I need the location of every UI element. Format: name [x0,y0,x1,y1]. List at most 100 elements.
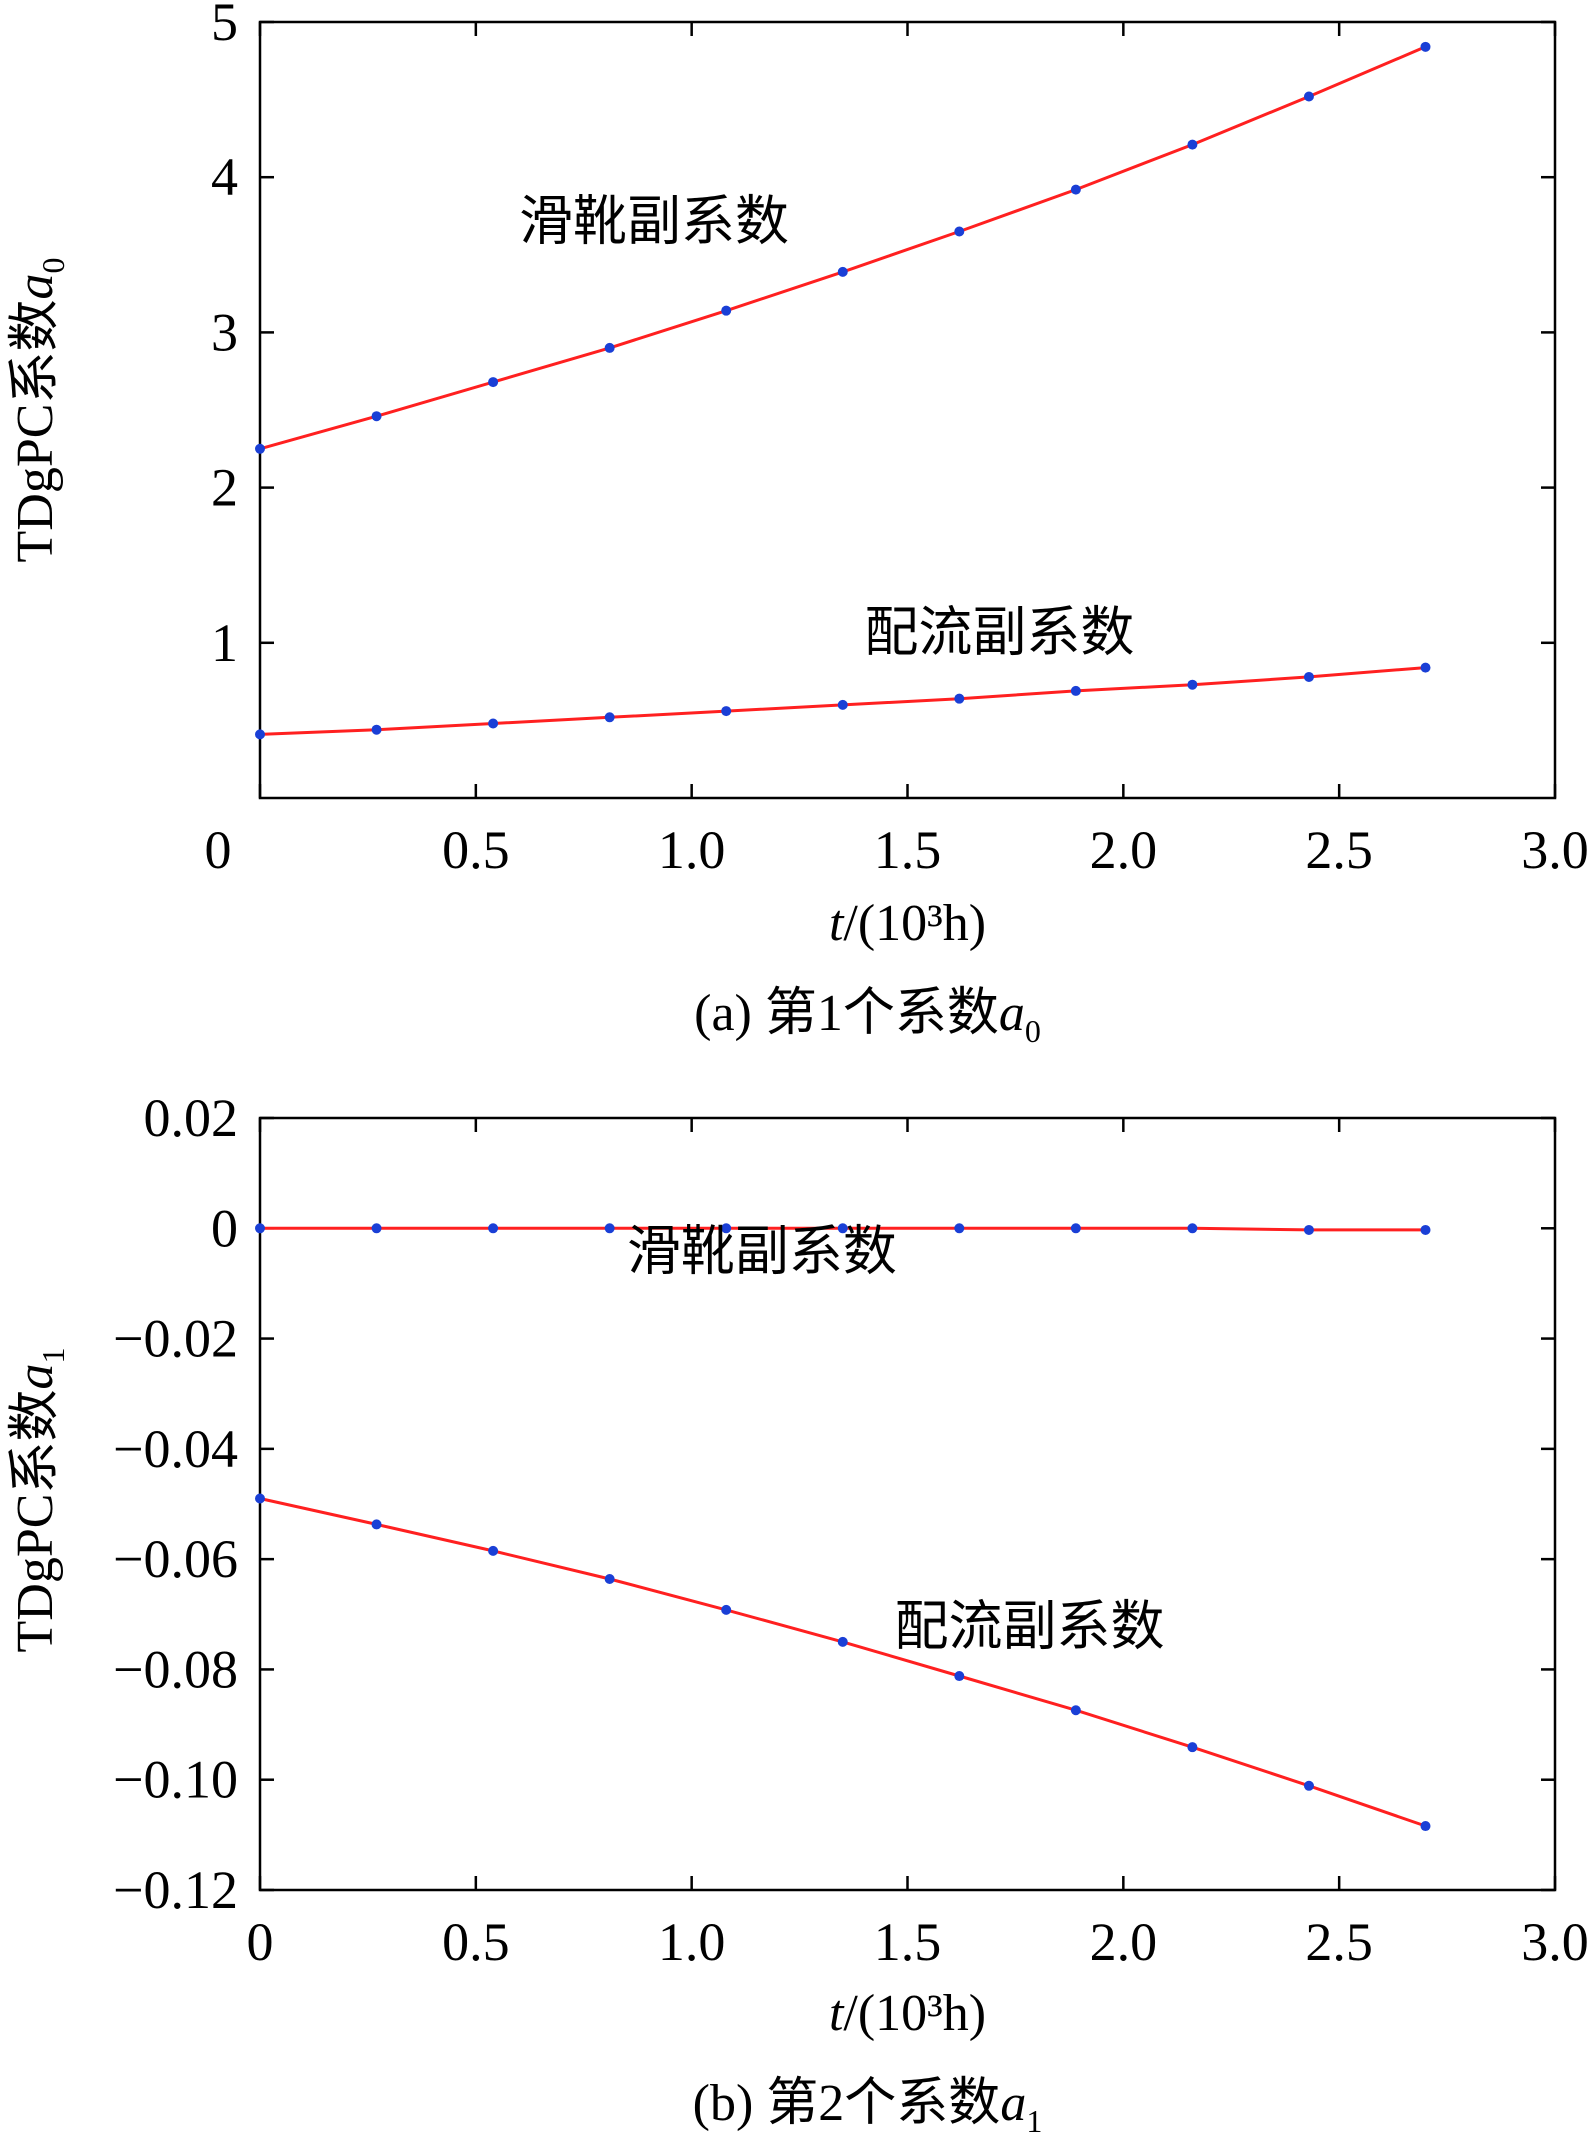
y-tick-label: 1 [211,613,238,673]
data-point [255,729,265,740]
series-label-2: 配流副系数 [895,1597,1165,1657]
data-point [1303,671,1314,682]
x-tick-label: 0.5 [442,820,510,880]
data-point [1070,184,1081,195]
data-point [1303,91,1314,102]
data-point [1070,685,1081,696]
y-axis-subscript: 1 [35,1348,71,1364]
y-tick-label: 3 [211,302,238,362]
caption-subscript: 1 [1026,2103,1042,2139]
data-point [255,1223,265,1234]
x-tick-label: 3.0 [1521,1912,1589,1972]
data-point [255,443,265,454]
x-tick-label: 2.5 [1305,820,1373,880]
x-axis-unit: /(10³h) [843,895,986,952]
data-point [604,1573,615,1584]
data-point [488,1223,499,1234]
data-point [721,1604,732,1615]
y-tick-label: 2 [211,458,238,518]
y-axis-text: TDgPC系数 [7,300,64,563]
data-point [255,1493,265,1504]
x-axis-var: t [829,1985,845,2042]
data-point [1420,662,1431,673]
data-point [1420,1821,1431,1832]
x-tick-label: 0 [205,820,232,880]
y-axis-title: TDgPC系数a0 [7,258,71,563]
y-tick-label: −0.08 [113,1639,238,1699]
y-tick-label: 0.02 [144,1088,239,1148]
y-tick-label: −0.02 [113,1309,238,1369]
y-tick-label: 4 [211,147,238,207]
y-tick-label: −0.12 [113,1860,238,1920]
data-point [604,712,615,723]
data-point [488,718,499,729]
data-point [1187,1742,1198,1753]
y-tick-label: −0.10 [113,1750,238,1810]
x-tick-label: 0.5 [442,1912,510,1972]
data-point [1303,1224,1314,1235]
y-axis-title: TDgPC系数a1 [7,1348,71,1653]
plot-frame [258,1116,1557,1892]
series-label-2: 配流副系数 [864,603,1134,663]
series-line-1 [259,45,1427,451]
series-line-2 [259,1497,1426,1828]
caption-symbol: a [999,985,1025,1042]
data-point [954,1671,965,1682]
y-tick-label: 5 [211,0,238,52]
data-point [1187,679,1198,690]
y-tick-label: 0 [211,1198,238,1258]
caption-text: (a) 第1个系数 [694,985,999,1042]
data-point [954,226,965,237]
data-point [1187,1223,1198,1234]
data-point [488,377,499,388]
data-point [371,724,382,735]
data-point [954,1223,965,1234]
series-label-1: 滑靴副系数 [627,1222,897,1282]
data-point [721,706,732,717]
data-point [1187,139,1198,150]
y-axis-symbol: a [7,1364,64,1390]
data-point [371,1519,382,1530]
data-point [837,1636,848,1647]
x-tick-label: 3.0 [1521,820,1589,880]
x-axis-unit: /(10³h) [843,1985,986,2042]
x-tick-label: 2.0 [1090,1912,1158,1972]
data-point [721,305,732,316]
x-tick-label: 2.0 [1090,820,1158,880]
y-axis-text: TDgPC系数 [7,1390,64,1653]
data-point [954,693,965,704]
data-point [1420,41,1431,52]
caption-subscript: 0 [1025,1013,1041,1049]
data-point [1070,1223,1081,1234]
y-tick-label: −0.04 [113,1419,238,1479]
data-point [488,1545,499,1556]
y-axis-subscript: 0 [35,258,71,274]
caption-text: (b) 第2个系数 [693,2075,1001,2132]
x-tick-label: 1.5 [874,1912,942,1972]
y-axis-symbol: a [7,274,64,300]
x-axis-title: t/(10³h) [829,895,986,952]
data-point [721,1223,732,1234]
caption-symbol: a [1000,2075,1026,2132]
data-point [837,1223,848,1234]
panel-caption: (b) 第2个系数a1 [693,2075,1043,2139]
x-axis-var: t [829,895,845,952]
data-point [837,266,848,277]
series-label-1: 滑靴副系数 [519,191,789,251]
x-tick-label: 1.0 [658,820,726,880]
data-point [371,411,382,422]
x-axis-title: t/(10³h) [829,1985,986,2042]
x-tick-label: 2.5 [1305,1912,1373,1972]
x-tick-label: 1.5 [874,820,942,880]
data-point [604,1223,615,1234]
data-point [1070,1705,1081,1716]
data-point [604,342,615,353]
x-tick-label: 1.0 [658,1912,726,1972]
x-tick-label: 0 [247,1912,274,1972]
data-point [837,699,848,710]
data-point [1420,1224,1431,1235]
y-tick-label: −0.06 [113,1529,238,1589]
data-point [1303,1780,1314,1791]
panel-caption: (a) 第1个系数a0 [694,985,1041,1049]
